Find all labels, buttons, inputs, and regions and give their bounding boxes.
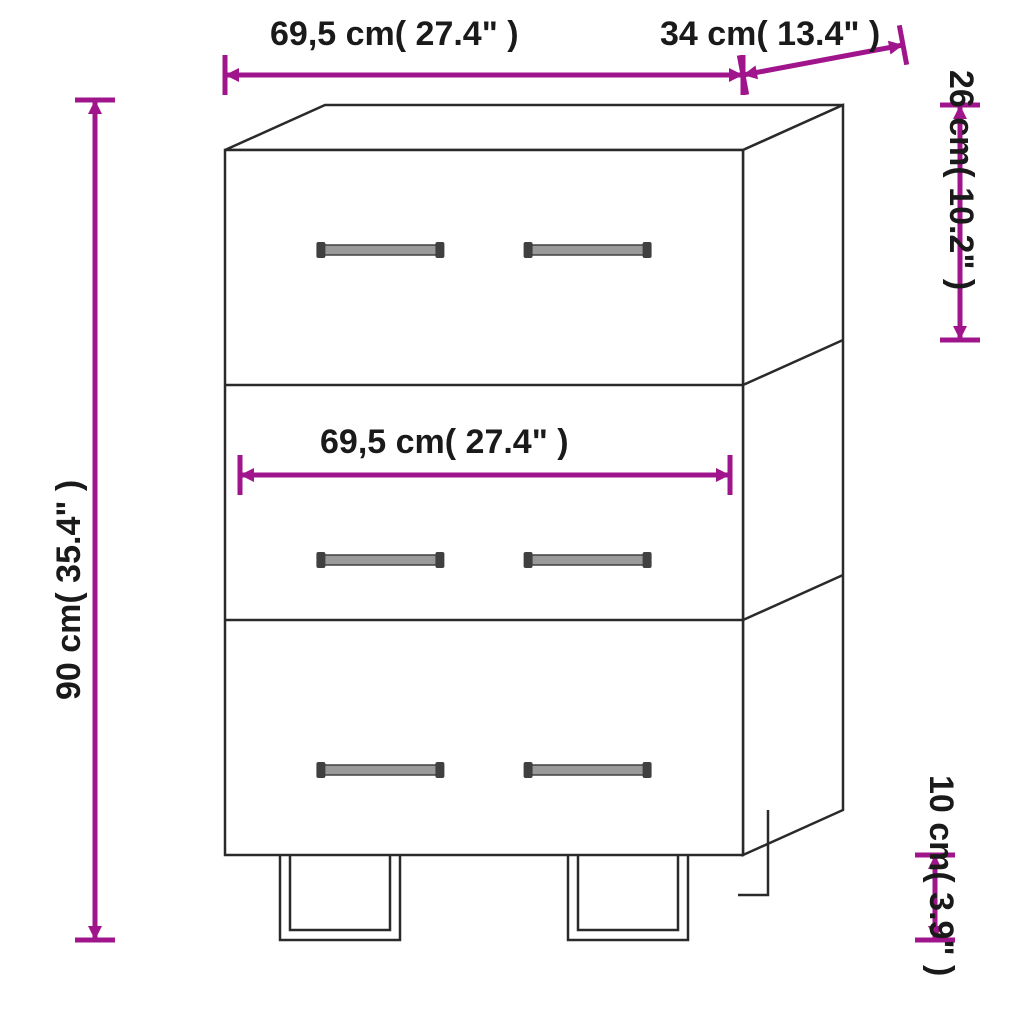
label-drawer-height: 26 cm( 10.2" ) <box>941 70 980 290</box>
handle-cap <box>316 762 325 778</box>
cabinet-side-face <box>743 105 843 855</box>
handle-cap <box>435 552 444 568</box>
label-leg-height: 10 cm( 3.9" ) <box>921 775 960 976</box>
drawer-handle <box>528 555 648 565</box>
drawer-handle <box>320 245 440 255</box>
cabinet-leg <box>280 855 400 940</box>
drawer-handle <box>528 245 648 255</box>
handle-cap <box>524 242 533 258</box>
label-total-height: 90 cm( 35.4" ) <box>50 480 89 700</box>
handle-cap <box>524 762 533 778</box>
cabinet-top-face <box>225 105 843 150</box>
label-depth-top: 34 cm( 13.4" ) <box>660 15 880 54</box>
drawer-handle <box>528 765 648 775</box>
handle-cap <box>435 762 444 778</box>
handle-cap <box>643 762 652 778</box>
handle-cap <box>435 242 444 258</box>
handle-cap <box>316 242 325 258</box>
handle-cap <box>524 552 533 568</box>
label-inner-width: 69,5 cm( 27.4" ) <box>320 423 569 462</box>
cabinet-front-face <box>225 150 743 855</box>
handle-cap <box>316 552 325 568</box>
handle-cap <box>643 552 652 568</box>
drawer-handle <box>320 765 440 775</box>
handle-cap <box>643 242 652 258</box>
label-width-top: 69,5 cm( 27.4" ) <box>270 15 519 54</box>
drawer-handle <box>320 555 440 565</box>
cabinet-leg <box>568 855 688 940</box>
